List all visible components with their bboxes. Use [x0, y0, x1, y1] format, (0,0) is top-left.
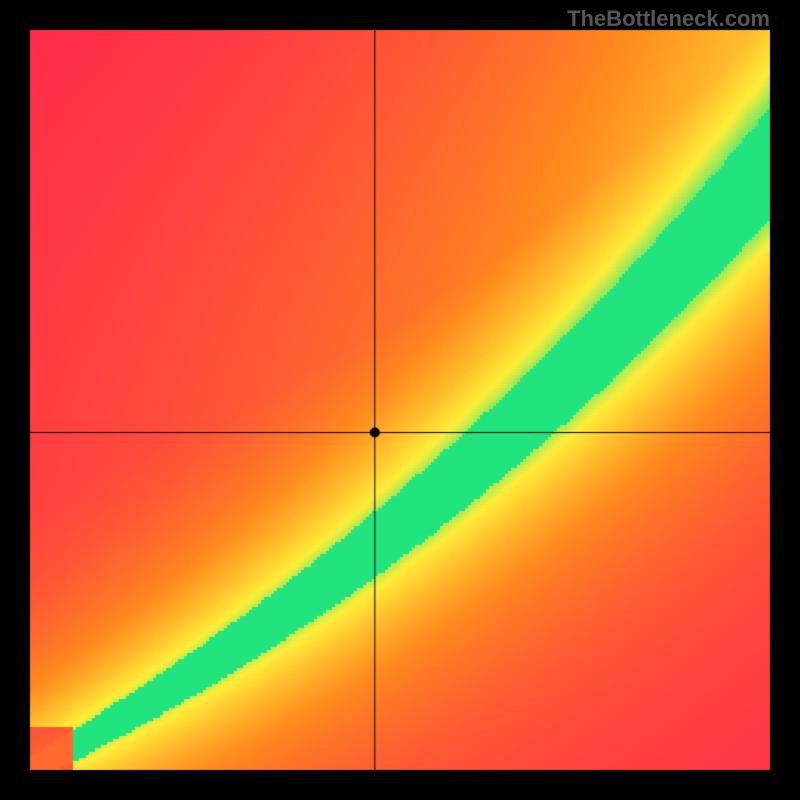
chart-container: TheBottleneck.com: [0, 0, 800, 800]
watermark-text: TheBottleneck.com: [567, 6, 770, 32]
bottleneck-heatmap-canvas: [0, 0, 800, 800]
